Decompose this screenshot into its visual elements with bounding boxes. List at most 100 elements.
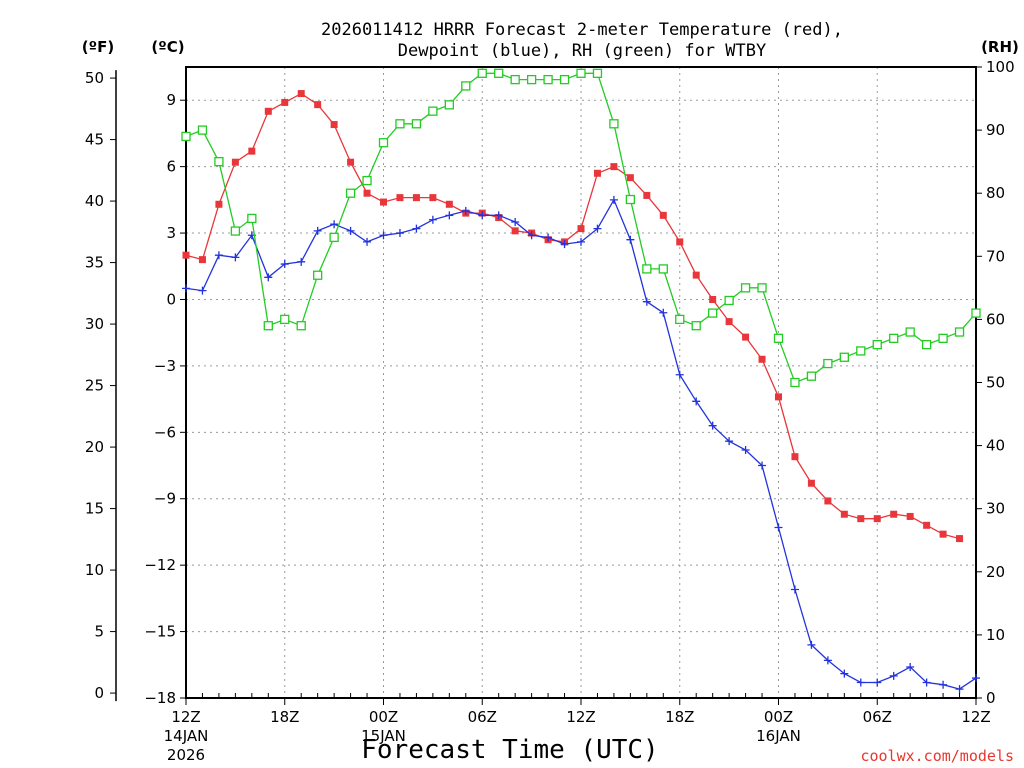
x-tick-year-label: 2026 [167,746,205,764]
dewpoint-point [346,226,355,235]
rh-point [345,188,356,198]
temperature-point [709,295,717,303]
x-axis-label: Forecast Time (UTC) [361,735,658,765]
x-tick-label: 18Z [665,708,694,726]
x-tick-label: 00Z [369,708,398,726]
rh-tick-label: 100 [986,58,1015,76]
rh-point [642,264,652,274]
temperature-point [297,90,305,98]
x-tick-label: 00Z [764,708,793,726]
rh-point [428,106,438,116]
dewpoint-point [659,308,668,317]
dewpoint-point [939,680,948,689]
dewpoint-point [280,260,289,269]
dewpoint-point [395,229,404,238]
x-tick-label: 12Z [566,708,595,726]
temperature-point [577,225,585,233]
temperature-point [939,530,947,538]
rh-point [181,131,191,142]
temperature-point [264,107,272,115]
celsius-tick-label: 0 [166,290,176,308]
x-tick-date-label: 15JAN [361,727,406,745]
temperature-line [185,92,960,540]
temperature-point [380,198,387,206]
rh-point [806,371,817,381]
rh-point [411,119,422,129]
rh-point [790,377,800,388]
dewpoint-point [889,671,898,680]
dewpoint-point [264,273,273,282]
celsius-tick-label: −18 [144,689,176,707]
rh-point [214,156,224,167]
rh-point [494,68,504,78]
celsius-tick-label: 6 [166,158,176,176]
rh-tick-label: 80 [986,184,1005,202]
dewpoint-point [642,297,651,306]
rh-point [724,295,734,306]
rh-point [296,321,306,331]
temperature-point [626,174,634,182]
dewpoint-point [593,224,602,233]
rh-tick-label: 90 [986,121,1005,139]
dewpoint-point [790,585,799,594]
temperature-point [281,98,289,106]
temperature-point [857,515,865,523]
x-tick-label: 18Z [270,708,299,726]
dewpoint-point [478,211,487,220]
dewpoint-point [906,663,915,672]
temperature-point [824,497,832,505]
dewpoint-point [214,251,223,260]
temperature-point [890,510,898,518]
dewpoint-point [972,674,980,683]
fahrenheit-tick-label: 10 [85,561,104,579]
dewpoint-point [182,284,190,293]
dewpoint-point [231,253,240,262]
dewpoint-point [297,257,306,266]
dewpoint-point [428,215,437,224]
rh-point [905,327,915,337]
temperature-point [956,535,964,543]
dewpoint-point [758,461,767,470]
dewpoint-point [840,669,849,678]
temperature-point [182,251,190,259]
temperature-point [198,256,206,264]
temperature-point [231,158,239,166]
temperature-point [791,453,799,461]
dewpoint-point [692,397,701,406]
dewpoint-point [823,656,832,665]
dewpoint-point [560,240,569,249]
rh-tick-label: 20 [986,563,1005,581]
chart-title-line-2: Dewpoint (blue), RH (green) for WTBY [398,41,766,61]
credit-text: coolwx.com/models [860,747,1014,765]
rh-point [773,333,784,343]
dewpoint-point [494,211,503,220]
rh-point [938,333,948,343]
temperature-point [692,271,700,279]
temperature-point [330,121,338,129]
temperature-point [445,200,453,208]
temperature-point [807,479,815,487]
dewpoint-point [198,286,207,295]
rh-point [675,314,685,325]
x-tick-date-label: 16JAN [756,727,801,745]
rh-tick-label: 40 [986,437,1005,455]
rh-point [280,314,290,325]
plot-frame [185,66,977,699]
fahrenheit-tick-label: 20 [85,438,104,456]
dewpoint-line [185,198,977,690]
rh-point [740,283,751,293]
dewpoint-point [609,195,618,204]
dewpoint-point [725,437,734,446]
temperature-point [314,101,322,109]
rh-point [461,81,471,91]
grid-lines [186,67,976,698]
fahrenheit-tick-label: 50 [85,69,104,87]
rh-series [181,68,981,388]
dewpoint-point [955,685,964,694]
rh-point [839,352,849,362]
rh-point [691,321,701,331]
dewpoint-point [626,235,635,244]
fahrenheit-tick-label: 30 [85,315,104,333]
